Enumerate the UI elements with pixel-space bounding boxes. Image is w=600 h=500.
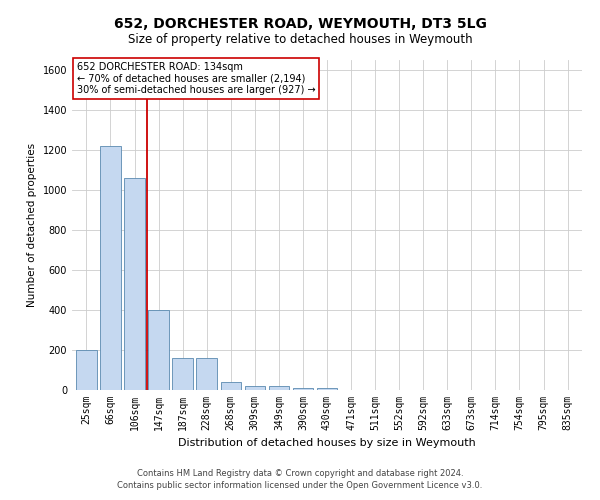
Text: Contains public sector information licensed under the Open Government Licence v3: Contains public sector information licen… — [118, 481, 482, 490]
Bar — [221, 382, 241, 390]
Bar — [148, 310, 169, 390]
Text: Size of property relative to detached houses in Weymouth: Size of property relative to detached ho… — [128, 32, 472, 46]
X-axis label: Distribution of detached houses by size in Weymouth: Distribution of detached houses by size … — [178, 438, 476, 448]
Bar — [196, 358, 217, 390]
Bar — [317, 388, 337, 390]
Bar — [100, 146, 121, 390]
Bar — [269, 386, 289, 390]
Bar — [293, 388, 313, 390]
Bar — [76, 350, 97, 390]
Text: 652, DORCHESTER ROAD, WEYMOUTH, DT3 5LG: 652, DORCHESTER ROAD, WEYMOUTH, DT3 5LG — [113, 18, 487, 32]
Bar — [172, 358, 193, 390]
Text: 652 DORCHESTER ROAD: 134sqm
← 70% of detached houses are smaller (2,194)
30% of : 652 DORCHESTER ROAD: 134sqm ← 70% of det… — [77, 62, 316, 95]
Bar — [245, 386, 265, 390]
Text: Contains HM Land Registry data © Crown copyright and database right 2024.: Contains HM Land Registry data © Crown c… — [137, 468, 463, 477]
Y-axis label: Number of detached properties: Number of detached properties — [27, 143, 37, 307]
Bar — [124, 178, 145, 390]
